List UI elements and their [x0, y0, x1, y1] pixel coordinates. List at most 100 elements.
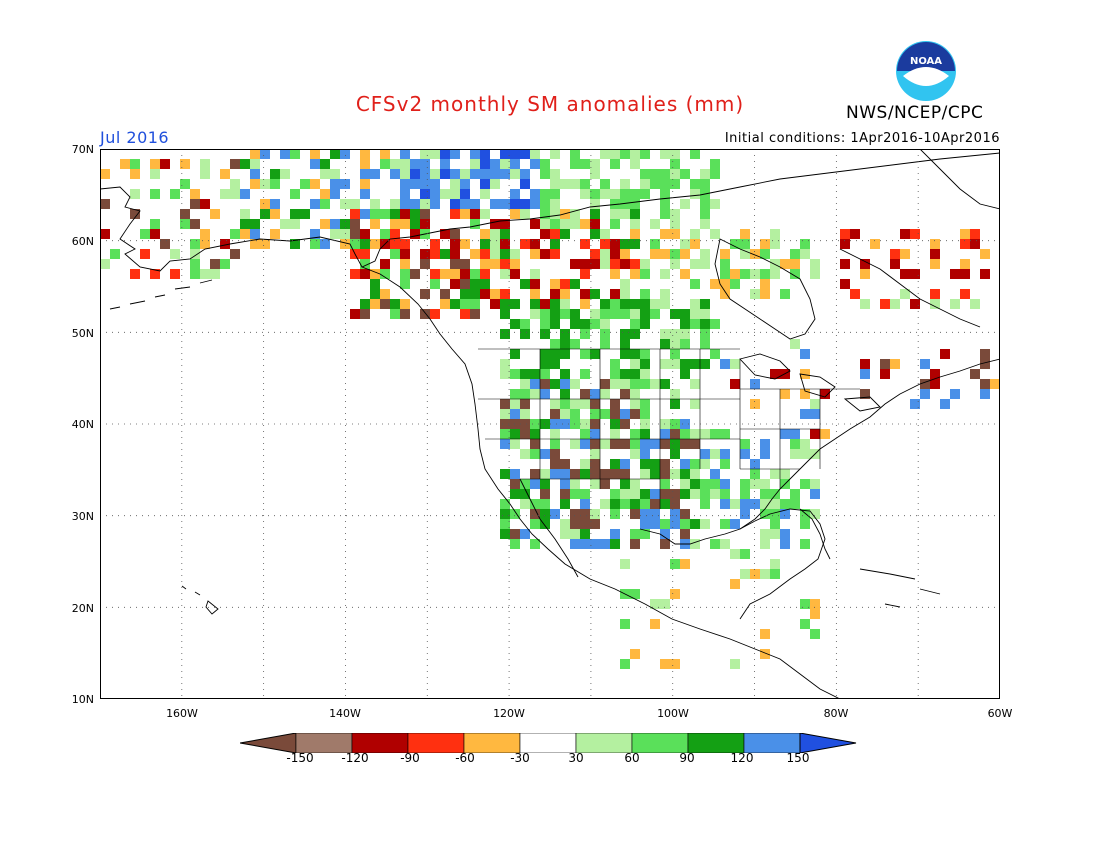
anomaly-cell [500, 399, 510, 409]
anomaly-cell [380, 269, 390, 279]
anomaly-cell [240, 159, 250, 169]
anomaly-cell [760, 569, 770, 579]
anomaly-cell [480, 169, 490, 179]
anomaly-cell [340, 199, 350, 209]
colorbar-segment [743, 732, 801, 754]
lon-label: 100W [657, 707, 689, 720]
anomaly-cell [850, 289, 860, 299]
anomaly-cell [450, 209, 460, 219]
anomaly-cell [210, 209, 220, 219]
anomaly-cell [800, 439, 810, 449]
colorbar [239, 732, 862, 754]
anomaly-cell [290, 209, 300, 219]
anomaly-cell [380, 289, 390, 299]
anomaly-cell [400, 199, 410, 209]
anomaly-cell [130, 269, 140, 279]
anomaly-cell [590, 519, 600, 529]
anomaly-cell [530, 239, 540, 249]
anomaly-cell [700, 179, 710, 189]
anomaly-cell [760, 289, 770, 299]
anomaly-cell [290, 219, 300, 229]
anomaly-cell [720, 249, 730, 259]
anomaly-cell [680, 309, 690, 319]
anomaly-cell [420, 169, 430, 179]
anomaly-cell [540, 479, 550, 489]
anomaly-cell [770, 469, 780, 479]
anomaly-cell [590, 479, 600, 489]
anomaly-cell [680, 509, 690, 519]
anomaly-cell [860, 359, 870, 369]
anomaly-cell [430, 269, 440, 279]
anomaly-cell [800, 239, 810, 249]
anomaly-cell [220, 239, 230, 249]
anomaly-cell [400, 259, 410, 269]
anomaly-cell [630, 589, 640, 599]
anomaly-cell [790, 429, 800, 439]
anomaly-cell [660, 189, 670, 199]
anomaly-cell [470, 199, 480, 209]
anomaly-cell [400, 209, 410, 219]
anomaly-cell [620, 239, 630, 249]
anomaly-cell [590, 219, 600, 229]
anomaly-cell [480, 159, 490, 169]
anomaly-cell [510, 469, 520, 479]
anomaly-cell [630, 529, 640, 539]
anomaly-cell [980, 359, 990, 369]
anomaly-cell [200, 229, 210, 239]
anomaly-cell [690, 179, 700, 189]
anomaly-cell [500, 369, 510, 379]
anomaly-cell [330, 219, 340, 229]
anomaly-cell [500, 359, 510, 369]
anomaly-cell [610, 359, 620, 369]
anomaly-cell [850, 229, 860, 239]
anomaly-cell [540, 469, 550, 479]
anomaly-cell [600, 339, 610, 349]
anomaly-cell [520, 399, 530, 409]
anomaly-cell [500, 169, 510, 179]
anomaly-cell [550, 199, 560, 209]
anomaly-cell [570, 539, 580, 549]
lon-label: 120W [493, 707, 525, 720]
anomaly-cell [490, 159, 500, 169]
anomaly-cell [600, 469, 610, 479]
anomaly-cell [620, 279, 630, 289]
anomaly-cell [220, 259, 230, 269]
anomaly-cell [300, 209, 310, 219]
anomaly-cell [670, 169, 680, 179]
anomaly-cell [620, 339, 630, 349]
anomaly-cell [920, 379, 930, 389]
anomaly-cell [190, 219, 200, 229]
anomaly-cell [390, 239, 400, 249]
anomaly-cell [640, 149, 650, 159]
anomaly-cell [670, 149, 680, 159]
anomaly-cell [430, 189, 440, 199]
anomaly-cell [550, 279, 560, 289]
anomaly-cell [420, 179, 430, 189]
anomaly-cell [100, 259, 110, 269]
anomaly-cell [840, 259, 850, 269]
anomaly-cell [200, 169, 210, 179]
anomaly-cell [580, 269, 590, 279]
anomaly-cell [490, 169, 500, 179]
anomaly-cell [310, 239, 320, 249]
anomaly-cell [670, 339, 680, 349]
anomaly-cell [810, 429, 820, 439]
anomaly-cell [240, 209, 250, 219]
anomaly-cell [570, 149, 580, 159]
anomaly-cell [180, 219, 190, 229]
anomaly-cell [190, 259, 200, 269]
anomaly-cell [960, 289, 970, 299]
anomaly-cell [680, 199, 690, 209]
anomaly-cell [960, 269, 970, 279]
anomaly-cell [640, 259, 650, 269]
anomaly-cell [250, 179, 260, 189]
anomaly-cell [520, 389, 530, 399]
anomaly-cell [550, 429, 560, 439]
anomaly-cell [510, 479, 520, 489]
anomaly-cell [680, 429, 690, 439]
anomaly-cell [670, 179, 680, 189]
anomaly-cell [360, 259, 370, 269]
anomaly-cell [640, 439, 650, 449]
anomaly-cell [580, 419, 590, 429]
anomaly-cell [670, 399, 680, 409]
